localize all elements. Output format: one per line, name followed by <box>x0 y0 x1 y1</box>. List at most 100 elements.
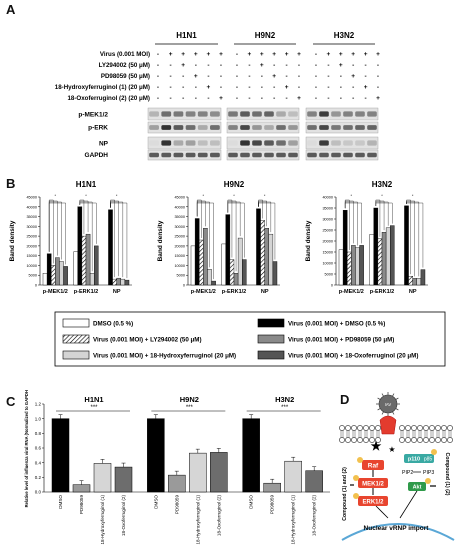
bar <box>72 484 91 493</box>
raf-box <box>362 460 384 470</box>
blot-band-label: p-ERK <box>88 125 108 132</box>
blot-sign: + <box>376 95 380 102</box>
bar <box>51 418 70 493</box>
virus-label: IAV <box>385 402 392 407</box>
virus-spike <box>381 411 384 415</box>
blot-sign: - <box>157 73 159 80</box>
panel-a-letter: A <box>6 2 16 17</box>
bar <box>416 278 422 286</box>
blot-sign: + <box>169 51 173 58</box>
bar <box>412 278 417 286</box>
lipid-head <box>339 437 345 443</box>
bar <box>189 452 207 493</box>
bar <box>77 206 83 286</box>
blot-sign: - <box>315 73 317 80</box>
lipid-head <box>357 437 363 443</box>
x-tick-label: p-ERK1/2 <box>74 289 98 295</box>
blot-sign: - <box>340 73 342 80</box>
blot-band <box>276 125 286 130</box>
y-tick-label: 40000 <box>26 205 37 209</box>
bar <box>199 239 204 286</box>
pathway-arrow <box>375 505 389 519</box>
bar <box>168 474 186 493</box>
bar <box>242 418 260 493</box>
bar <box>207 269 212 286</box>
y-tick-label: 30000 <box>322 218 333 222</box>
blot-strip <box>147 149 222 161</box>
x-tick-label: DMSO <box>58 495 63 509</box>
bar <box>420 269 426 286</box>
bar <box>233 273 239 286</box>
blot-band <box>240 140 250 146</box>
blot-sign: + <box>181 51 185 58</box>
blot-band <box>264 125 274 130</box>
blot-sign: - <box>315 84 317 91</box>
blot-sign: + <box>260 51 264 58</box>
y-tick-label: 5000 <box>325 273 333 277</box>
blot-sign: - <box>170 95 172 102</box>
y-tick-label: 5000 <box>177 274 185 278</box>
blot-band <box>319 140 329 146</box>
lipid-head <box>369 425 375 431</box>
x-tick-label: 18-Hydroxyferruginol (1) <box>100 495 105 545</box>
y-tick-label: 15000 <box>26 254 37 258</box>
y-tick-label: 0.2 <box>35 475 42 480</box>
blot-sign: - <box>327 62 329 69</box>
lipid-head <box>363 425 369 431</box>
blot-strip <box>226 136 300 150</box>
blot-sign: + <box>260 62 264 69</box>
bar <box>369 234 374 286</box>
pip3-label: PIP3 <box>423 470 434 476</box>
blot-band <box>185 125 196 130</box>
bar <box>73 251 78 286</box>
bar <box>342 210 348 286</box>
blot-strip <box>147 121 222 134</box>
band-density-charts: H1N1 Band density 0 5000 10000 15000 20000 2500… <box>9 180 446 367</box>
ras-star-icon: ★ <box>388 445 395 454</box>
blot-sign: - <box>207 73 209 80</box>
blot-sign: + <box>351 51 355 58</box>
bar <box>55 257 60 286</box>
blot-sign: + <box>297 95 301 102</box>
blot-sign: - <box>340 84 342 91</box>
bar <box>210 452 228 493</box>
bar <box>89 273 95 286</box>
blot-sign: - <box>365 73 367 80</box>
lipid-head <box>423 425 429 431</box>
blot-sign: + <box>219 95 223 102</box>
blot-sign: - <box>315 62 317 69</box>
blot-band-label: p-MEK1/2 <box>78 111 108 118</box>
blot-band <box>228 152 238 158</box>
y-tick-label: 25000 <box>174 235 185 239</box>
blot-band <box>161 125 172 130</box>
blot-sign: + <box>351 73 355 80</box>
bar <box>408 275 413 286</box>
y-axis-label: Band density <box>157 220 164 261</box>
bar <box>229 259 235 286</box>
blot-strip <box>305 121 379 134</box>
significance-star: * <box>412 193 414 198</box>
lipid-head <box>411 425 417 431</box>
x-tick-label: 18-Hydroxyferruginol (1) <box>291 495 296 545</box>
blot-band <box>252 111 262 117</box>
blot-sign: - <box>365 62 367 69</box>
lipid-head <box>411 437 417 443</box>
bar <box>46 253 52 286</box>
legend-label: Virus (0.001 MOI) + LY294002 (50 μM) <box>93 337 202 344</box>
y-tick-label: 10000 <box>26 264 37 268</box>
x-tick-label: NP <box>261 289 269 295</box>
blot-band <box>149 125 159 130</box>
blot-sign: + <box>339 62 343 69</box>
lipid-head <box>375 437 381 443</box>
blot-sign: - <box>315 51 317 58</box>
lipid-head <box>363 437 369 443</box>
bar <box>268 233 274 286</box>
pip2-label: PIP2 <box>402 470 413 476</box>
blot-sign: - <box>298 84 300 91</box>
p110-label: p110 <box>408 457 420 463</box>
blot-sign: - <box>207 95 209 102</box>
blot-sign: + <box>194 73 198 80</box>
blot-band <box>264 140 274 146</box>
blot-sign: - <box>157 51 159 58</box>
bar <box>221 243 226 286</box>
